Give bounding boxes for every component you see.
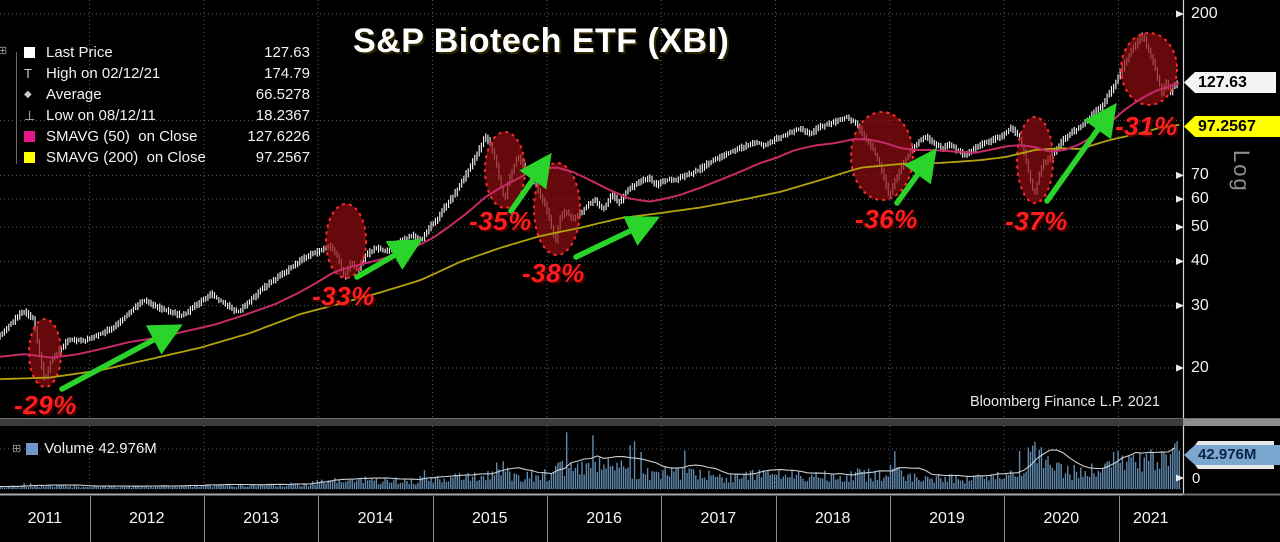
price-axis-tick-label: 30 (1191, 296, 1209, 314)
year-label: 2016 (586, 510, 622, 527)
volume-zero-label: 0 (1192, 470, 1201, 487)
year-label: 2021 (1132, 510, 1169, 527)
year-divider (661, 496, 663, 542)
volume-legend-label: Volume 42.976M (44, 440, 157, 457)
year-divider (546, 496, 548, 542)
year-divider (1118, 496, 1120, 542)
price-axis-tick-label: 60 (1191, 190, 1209, 208)
sma50-swatch-icon (24, 131, 46, 142)
low-marker-icon: ⊥ (24, 108, 36, 123)
expand-box-icon[interactable]: ⊞ (0, 45, 8, 57)
legend-label: Low on 08/12/11 (46, 107, 156, 124)
sma200-value-tag[interactable]: 97.2567 (1184, 116, 1280, 137)
legend-label: High on 02/12/21 (46, 65, 161, 82)
drawdown-label: -36% (855, 204, 918, 234)
year-label: 2015 (471, 510, 508, 527)
year-label: 2017 (700, 510, 737, 527)
drawdown-label: -29% (14, 390, 77, 420)
drawdown-label: -31% (1115, 111, 1178, 141)
legend-label: SMAVG (200) on Close (46, 149, 206, 166)
year-divider (432, 496, 434, 542)
drawdown-label: -35% (469, 206, 532, 236)
price-axis-tick-label: 70 (1191, 166, 1209, 184)
legend-row-sma50[interactable]: SMAVG (50) on Close 127.6226 (10, 126, 310, 147)
panel-resize-handle-right (1183, 419, 1280, 426)
expand-box-icon[interactable]: ⊞ (12, 443, 22, 455)
log-scale-label: Log (1229, 150, 1254, 193)
legend-row-average[interactable]: ◆ Average 66.5278 (10, 84, 310, 105)
year-label: 2014 (357, 510, 394, 527)
volume-legend[interactable]: ⊞ Volume 42.976M (12, 440, 157, 457)
price-axis-tick-label: 50 (1191, 218, 1209, 236)
volume-swatch-icon (26, 442, 39, 455)
legend-row-sma200[interactable]: SMAVG (200) on Close 97.2567 (10, 147, 310, 168)
year-divider (318, 496, 320, 542)
legend-row-low[interactable]: ⊥ Low on 08/12/11 18.2367 (10, 105, 310, 126)
legend-tree-line (16, 52, 17, 164)
average-marker-icon: ◆ (24, 89, 32, 100)
legend-label: Last Price (46, 44, 113, 61)
legend-value: 127.6226 (247, 128, 310, 145)
legend-label: Average (46, 86, 102, 103)
drawdown-label: -33% (312, 281, 375, 311)
year-divider (1004, 496, 1006, 542)
price-axis-tick-label: 20 (1191, 359, 1209, 376)
legend-value: 18.2367 (255, 107, 310, 124)
year-label: 2012 (128, 510, 165, 527)
page-title: S&P Biotech ETF (XBI) (353, 22, 730, 60)
legend-value: 127.63 (264, 44, 310, 61)
volume-value-tag[interactable]: 42.976M (1184, 445, 1280, 465)
chart-legend: ⊞ Last Price 127.63 T High on 02/12/21 1… (0, 42, 310, 168)
drawdown-label: -37% (1005, 206, 1068, 236)
legend-label: SMAVG (50) on Close (46, 128, 198, 145)
sma200-swatch-icon (24, 152, 46, 163)
x-axis-band: 2011 2012 2013 2014 2015 2016 2017 2018 2019 2020… (0, 495, 1280, 542)
year-label: 2018 (814, 510, 851, 527)
panel-resize-handle[interactable] (0, 418, 1280, 426)
legend-value: 174.79 (264, 65, 310, 82)
year-label: 2011 (27, 510, 62, 527)
year-divider (775, 496, 777, 542)
bloomberg-credit: Bloomberg Finance L.P. 2021 (970, 394, 1160, 410)
legend-row-last-price[interactable]: ⊞ Last Price 127.63 (0, 42, 310, 63)
year-label: 2020 (1043, 510, 1080, 527)
year-label: 2013 (243, 510, 279, 527)
high-marker-icon: T (24, 66, 32, 81)
price-axis-tick-label: 200 (1191, 5, 1218, 22)
year-divider (203, 496, 205, 542)
drawdown-label: -38% (522, 258, 585, 288)
legend-value: 97.2567 (255, 149, 310, 166)
legend-value: 66.5278 (255, 86, 310, 103)
price-axis-tick-label: 40 (1191, 252, 1209, 270)
year-label: 2019 (929, 510, 965, 527)
last-price-tag[interactable]: 127.63 (1184, 72, 1276, 93)
year-divider (89, 496, 91, 542)
legend-row-high[interactable]: T High on 02/12/21 174.79 (10, 63, 310, 84)
year-divider (889, 496, 891, 542)
last-price-swatch-icon (24, 47, 46, 58)
